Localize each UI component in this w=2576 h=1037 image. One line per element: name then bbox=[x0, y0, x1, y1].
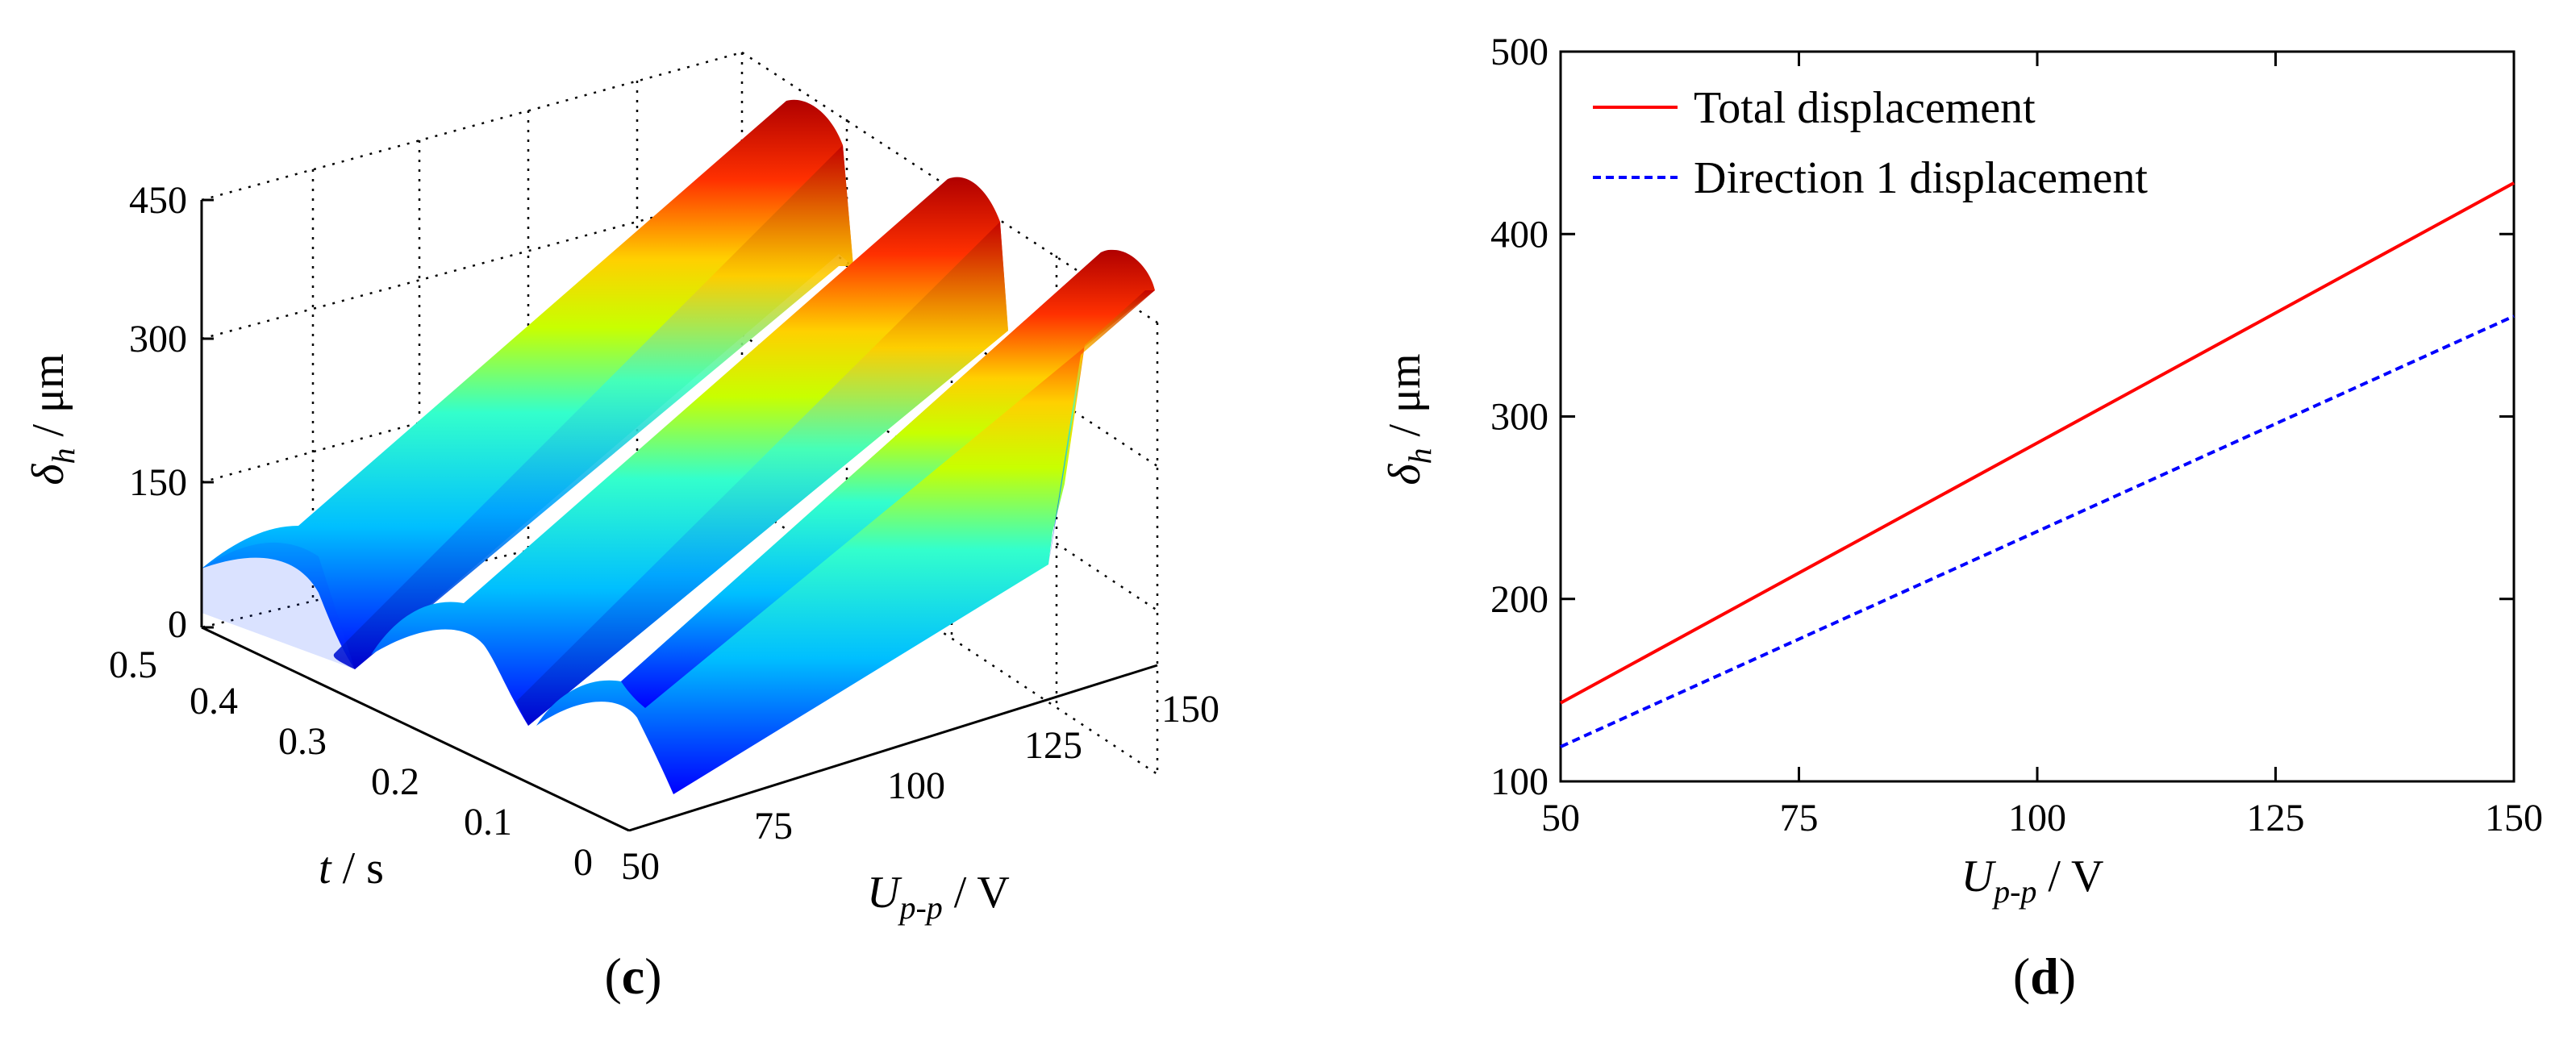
y-axis-label: δh / μm bbox=[1380, 353, 1438, 485]
z-tick: 300 bbox=[129, 318, 187, 360]
x-tick-label: 100 bbox=[2008, 797, 2066, 839]
z-tick-labels: 450 300 150 0 bbox=[129, 179, 187, 646]
z-axis-label: δh / μm bbox=[23, 353, 81, 485]
y-tick-label: 400 bbox=[1490, 213, 1549, 256]
series-total-displacement bbox=[1560, 181, 2515, 705]
z-tick: 450 bbox=[129, 179, 187, 222]
x-tick-label: 150 bbox=[2485, 797, 2543, 839]
y-tick-labels: 100 200 300 400 500 bbox=[1490, 31, 1549, 803]
u-tick: 125 bbox=[1024, 724, 1082, 767]
t-tick: 0.1 bbox=[464, 801, 512, 843]
panel-d-line-chart: 100 200 300 400 500 50 75 100 125 150 δh… bbox=[1380, 31, 2543, 1005]
y-tick-label: 200 bbox=[1490, 578, 1549, 621]
legend: Total displacement Direction 1 displacem… bbox=[1593, 83, 2148, 203]
u-axis-label: Up-p / V bbox=[867, 868, 1010, 926]
y-tick-label: 300 bbox=[1490, 396, 1549, 439]
t-axis-label: t / s bbox=[319, 843, 384, 893]
x-axis-label: Up-p / V bbox=[1961, 852, 2104, 910]
series-direction1-displacement bbox=[1560, 314, 2515, 748]
x-tick-labels: 50 75 100 125 150 bbox=[1541, 797, 2543, 839]
y-tick-label: 500 bbox=[1490, 31, 1549, 73]
z-tick: 0 bbox=[168, 603, 187, 646]
axes-3d bbox=[200, 198, 1158, 832]
panel-c-surface-plot: 450 300 150 0 0.5 0.4 0.3 0.2 0.1 0 50 7… bbox=[23, 51, 1219, 1005]
t-tick: 0.4 bbox=[190, 680, 238, 723]
x-tick-label: 75 bbox=[1780, 797, 1819, 839]
u-tick: 75 bbox=[754, 805, 793, 848]
t-tick: 0.2 bbox=[371, 760, 419, 803]
y-tick-label: 100 bbox=[1490, 760, 1549, 803]
caption-c: (c) bbox=[604, 947, 661, 1005]
legend-label-total: Total displacement bbox=[1694, 83, 2036, 133]
t-tick: 0 bbox=[573, 841, 593, 884]
surface bbox=[202, 99, 1155, 794]
u-tick: 150 bbox=[1161, 688, 1219, 731]
tick-marks bbox=[1559, 50, 2516, 783]
legend-label-direction1: Direction 1 displacement bbox=[1694, 153, 2148, 203]
u-tick: 50 bbox=[621, 845, 660, 888]
t-tick: 0.5 bbox=[109, 643, 157, 686]
z-tick: 150 bbox=[129, 461, 187, 504]
x-tick-label: 50 bbox=[1541, 797, 1580, 839]
x-tick-label: 125 bbox=[2247, 797, 2305, 839]
t-tick: 0.3 bbox=[278, 720, 327, 763]
series-lines bbox=[1560, 181, 2515, 748]
u-tick: 100 bbox=[887, 764, 945, 807]
t-tick-labels: 0.5 0.4 0.3 0.2 0.1 0 bbox=[109, 643, 593, 884]
u-tick-labels: 50 75 100 125 150 bbox=[621, 688, 1219, 888]
caption-d: (d) bbox=[2013, 947, 2076, 1005]
